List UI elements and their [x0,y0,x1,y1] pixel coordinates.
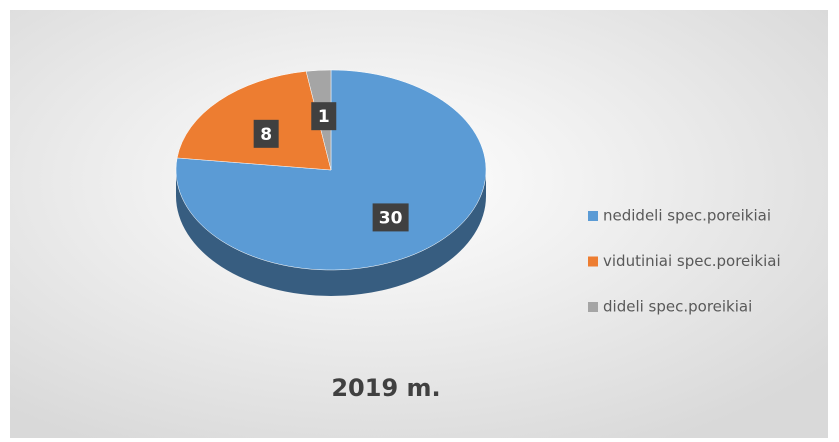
legend-swatch [588,256,598,267]
data-label-box [311,102,337,131]
legend-label: nedideli spec.poreikiai [603,207,771,225]
chart-title: 2019 m. [331,374,440,402]
legend-swatch [588,211,598,221]
data-label: 30 [379,208,403,228]
data-label-box [253,119,279,148]
legend: nedideli spec.poreikiai vidutiniai spec.p… [588,207,781,316]
data-label: 8 [260,125,272,145]
data-label-box [372,203,409,232]
legend-label: vidutiniai spec.poreikiai [603,252,781,270]
legend-swatch [588,302,598,312]
data-labels: 30 8 1 [253,102,409,232]
legend-label: dideli spec.poreikiai [603,298,752,316]
data-label: 1 [318,107,330,127]
pie-slice-side [176,170,486,296]
